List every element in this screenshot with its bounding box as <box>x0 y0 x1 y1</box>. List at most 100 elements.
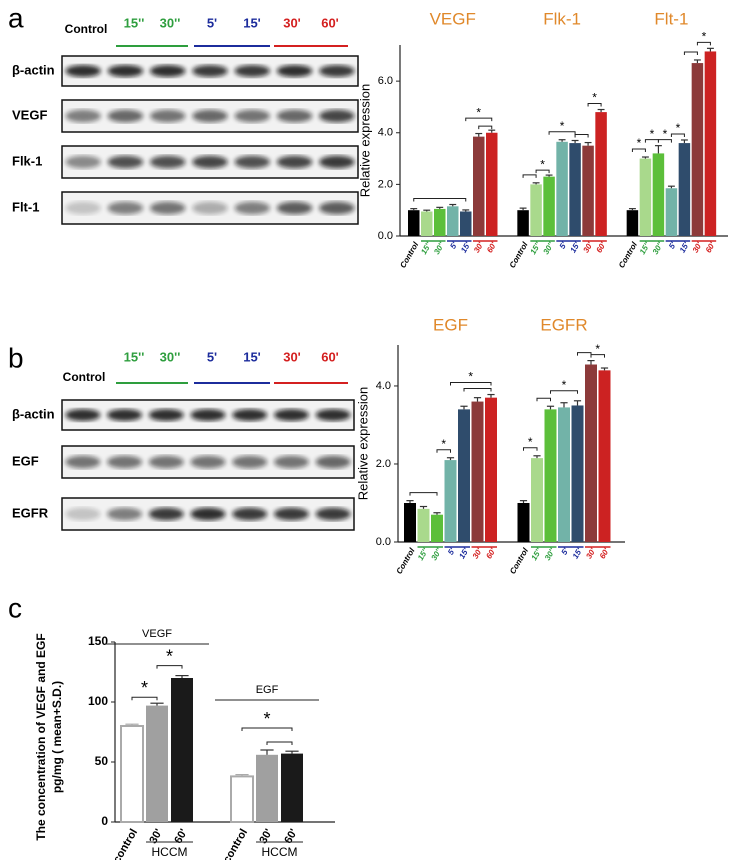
x-tick-label: 15'' <box>419 240 434 256</box>
x-tick-label: 30' <box>257 827 275 846</box>
blot-band <box>190 455 226 469</box>
bar <box>517 502 530 542</box>
blot-band <box>276 201 313 215</box>
x-tick-label: 60' <box>172 827 190 846</box>
bar <box>571 405 584 542</box>
blot-band <box>232 507 268 521</box>
x-tick-label: 30'' <box>543 546 558 562</box>
blot-band <box>107 507 143 521</box>
significance-bracket <box>131 696 158 701</box>
bar <box>120 725 144 823</box>
x-tick-label: 15'' <box>529 546 544 562</box>
lane-label: 15'' <box>124 15 145 30</box>
row-label: VEGF <box>12 107 47 122</box>
blot-band <box>276 155 313 169</box>
bar <box>171 678 193 822</box>
significance-star: * <box>441 437 446 451</box>
blot-band <box>149 109 186 123</box>
significance-bracket <box>631 148 646 153</box>
y-tick-label: 2.0 <box>376 458 391 470</box>
blot-band <box>319 65 355 77</box>
significance-bracket <box>587 103 602 107</box>
bar <box>460 211 472 236</box>
significance-bracket <box>266 741 293 745</box>
y-tick-label: 0.0 <box>378 230 393 242</box>
x-tick-label: 15' <box>571 546 585 561</box>
significance-bracket <box>450 382 492 386</box>
blot-band <box>234 65 271 77</box>
blot-band <box>107 201 144 215</box>
x-tick-label: Control <box>508 240 530 270</box>
panel-label: a <box>8 2 24 33</box>
blot-band <box>190 409 226 421</box>
blot-band <box>148 507 184 521</box>
panel-label: c <box>8 592 22 623</box>
blot-band <box>276 65 313 77</box>
blot-band <box>273 507 309 521</box>
panel-label: b <box>8 342 24 373</box>
significance-star: * <box>528 435 533 449</box>
blot-band <box>273 409 309 421</box>
bar <box>230 775 254 824</box>
group-title: Flt-1 <box>654 9 688 28</box>
lane-label: 60' <box>321 349 339 364</box>
x-tick-label: 5' <box>558 240 570 251</box>
bar <box>530 184 542 236</box>
blot-band <box>149 155 186 169</box>
bar <box>544 409 557 542</box>
x-tick-label: 15' <box>457 546 471 561</box>
significance-star: * <box>560 119 565 133</box>
bar <box>691 63 704 236</box>
bar <box>569 143 581 236</box>
blot-band <box>232 409 268 421</box>
significance-bracket <box>550 390 578 394</box>
blot-band <box>107 409 143 421</box>
significance-bracket <box>522 174 537 178</box>
y-axis-label: Relative expression <box>355 387 370 500</box>
x-tick-label: Control <box>508 546 530 576</box>
significance-bracket <box>241 727 293 731</box>
significance-bracket <box>590 354 605 358</box>
bar <box>652 153 665 236</box>
x-tick-label: 60' <box>598 546 612 561</box>
lane-label: Control <box>65 22 108 36</box>
blot-band <box>65 109 101 123</box>
significance-bracket <box>413 198 467 202</box>
y-axis-label: Relative expression <box>357 84 372 197</box>
x-tick-label: 30' <box>147 827 165 846</box>
row-label: Flk-1 <box>12 153 42 168</box>
group-sub-label: HCCM <box>152 845 188 859</box>
bar <box>471 401 484 542</box>
lane-label: 60' <box>321 15 339 30</box>
bar <box>458 409 470 542</box>
bar <box>678 143 691 236</box>
bar <box>582 145 594 236</box>
x-tick-label: 5' <box>446 546 458 557</box>
x-tick-label: 30' <box>471 546 485 561</box>
blot-band <box>65 155 101 169</box>
bar <box>486 132 498 236</box>
y-tick-label: 50 <box>95 754 109 768</box>
significance-bracket <box>478 125 493 130</box>
bar <box>558 407 570 542</box>
bar <box>417 508 430 542</box>
row-label: Flt-1 <box>12 199 39 214</box>
blot-band <box>234 201 271 215</box>
bar <box>531 458 543 542</box>
x-tick-label: control <box>221 827 250 860</box>
significance-star: * <box>468 370 473 384</box>
significance-star: * <box>476 105 481 119</box>
significance-star: * <box>702 30 707 44</box>
x-tick-label: 60' <box>594 240 608 255</box>
significance-star: * <box>650 127 655 141</box>
significance-star: * <box>637 136 642 150</box>
blot-band <box>148 409 184 421</box>
blot-band <box>315 455 351 469</box>
blot-band <box>65 455 101 469</box>
x-tick-label: 15'' <box>638 240 653 256</box>
significance-star: * <box>263 709 270 729</box>
blot-band <box>234 109 271 123</box>
y-tick-label: 100 <box>88 694 108 708</box>
bar <box>447 206 459 236</box>
bar <box>404 502 416 542</box>
